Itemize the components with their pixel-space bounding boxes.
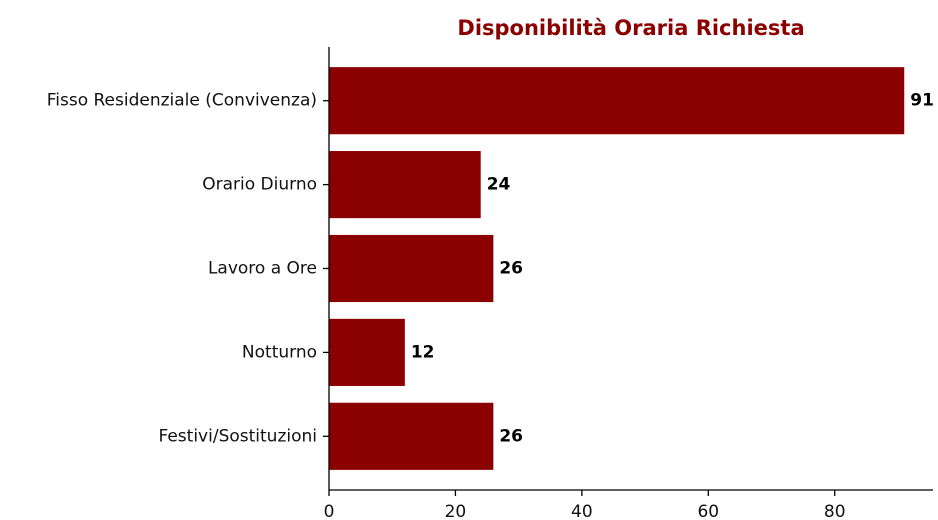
bar: [329, 402, 494, 470]
value-label: 12: [411, 342, 435, 362]
bar: [329, 67, 905, 135]
value-label: 24: [487, 175, 511, 195]
x-tick-label: 0: [324, 502, 335, 520]
y-tick-label: Fisso Residenziale (Convivenza): [47, 91, 317, 111]
y-tick-label: Festivi/Sostituzioni: [159, 426, 318, 446]
bar: [329, 318, 405, 386]
x-tick-label: 80: [824, 502, 846, 520]
chart-title: Disponibilità Oraria Richiesta: [457, 16, 804, 40]
value-label: 26: [499, 259, 523, 279]
value-label: 91: [910, 91, 934, 111]
x-tick-label: 20: [445, 502, 467, 520]
value-label: 26: [499, 426, 523, 446]
x-tick-label: 40: [571, 502, 593, 520]
y-tick-label: Notturno: [242, 342, 317, 362]
x-tick-label: 60: [697, 502, 719, 520]
y-tick-label: Orario Diurno: [202, 175, 317, 195]
bar: [329, 151, 481, 219]
y-tick-label: Lavoro a Ore: [208, 259, 317, 279]
bar: [329, 234, 494, 303]
